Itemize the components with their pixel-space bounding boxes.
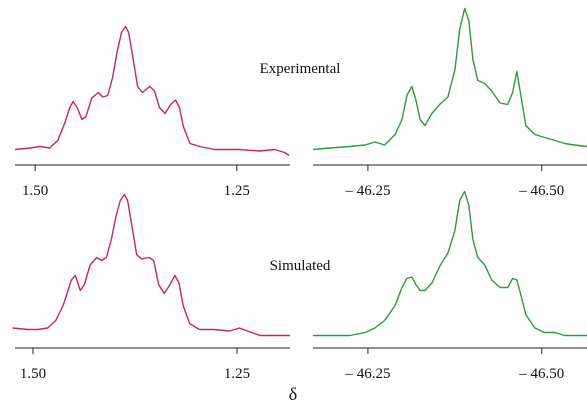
x-tick-label: – 46.25 <box>344 183 390 199</box>
spectrum <box>312 7 587 151</box>
x-tick-label: 1.25 <box>224 183 250 199</box>
x-tick-label: – 46.50 <box>518 366 564 382</box>
spectrum <box>12 193 290 337</box>
spectrum <box>14 25 290 157</box>
x-tick-label: 1.50 <box>20 366 46 382</box>
x-tick-label: – 46.25 <box>344 366 390 382</box>
x-tick-label: – 46.50 <box>518 183 564 199</box>
x-tick-label: 1.25 <box>224 366 250 382</box>
x-tick-label: 1.50 <box>22 183 48 199</box>
spectrum <box>313 190 587 337</box>
annotation: Simulated <box>270 258 331 274</box>
annotation: Experimental <box>260 61 341 77</box>
x-axis-label: δ <box>289 384 297 404</box>
